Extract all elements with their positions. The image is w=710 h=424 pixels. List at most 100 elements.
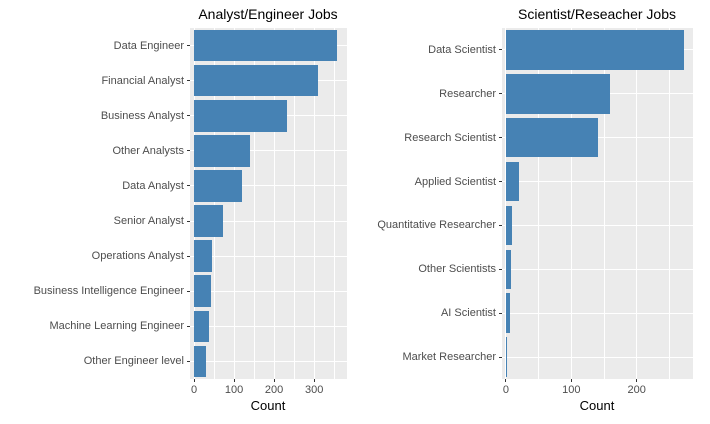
- x-gridline-minor: [333, 28, 335, 379]
- bar: [505, 249, 512, 290]
- y-gridline-major: [190, 185, 347, 187]
- plot-panel: [502, 28, 693, 379]
- y-axis-label: Business Intelligence Engineer: [33, 285, 184, 298]
- y-axis-tick: [187, 325, 190, 327]
- bar: [194, 99, 287, 132]
- x-gridline-minor: [538, 28, 540, 379]
- y-axis-label: Data Engineer: [113, 39, 184, 52]
- chart-title: Scientist/Reseacher Jobs: [518, 6, 676, 22]
- y-axis-label: Data Analyst: [122, 179, 184, 192]
- y-axis-label: Senior Analyst: [113, 215, 184, 228]
- x-gridline-major: [233, 28, 235, 379]
- y-axis-tick: [499, 181, 502, 183]
- x-axis-tick-label: 0: [502, 384, 509, 396]
- plot-panel: [190, 28, 347, 379]
- x-gridline-minor: [668, 28, 670, 379]
- y-gridline-major: [502, 224, 693, 226]
- bar: [505, 30, 684, 70]
- y-gridline-major: [190, 150, 347, 152]
- chart-title: Analyst/Engineer Jobs: [198, 6, 338, 22]
- y-axis-tick: [499, 93, 502, 95]
- bar: [505, 205, 512, 246]
- y-axis-label: Other Engineer level: [83, 355, 184, 368]
- y-axis-tick: [499, 356, 502, 358]
- bar: [194, 170, 243, 202]
- y-axis-label: Market Researcher: [402, 351, 496, 364]
- x-gridline-minor: [213, 28, 215, 379]
- y-axis-label: Research Scientist: [404, 131, 496, 144]
- y-gridline-major: [502, 137, 693, 139]
- x-axis-tick: [233, 379, 235, 382]
- y-axis-label: Business Analyst: [100, 109, 184, 122]
- y-gridline-major: [190, 360, 347, 362]
- x-gridline-major: [570, 28, 572, 379]
- bar: [194, 135, 251, 167]
- y-gridline-major: [190, 45, 347, 47]
- y-axis-label: AI Scientist: [440, 307, 496, 320]
- y-gridline-major: [190, 290, 347, 292]
- y-gridline-major: [190, 115, 347, 117]
- y-axis-tick: [187, 220, 190, 222]
- x-axis-tick: [636, 379, 638, 382]
- y-gridline-major: [502, 93, 693, 95]
- x-gridline-minor: [603, 28, 605, 379]
- x-gridline-major: [313, 28, 315, 379]
- bar: [194, 29, 337, 62]
- bar: [194, 205, 223, 237]
- y-axis-tick: [187, 115, 190, 117]
- y-gridline-major: [502, 268, 693, 270]
- y-axis-label: Applied Scientist: [414, 175, 496, 188]
- bar: [194, 240, 213, 272]
- y-axis-tick: [499, 312, 502, 314]
- y-gridline-major: [190, 80, 347, 82]
- y-axis-label: Other Scientists: [418, 263, 496, 276]
- y-axis-tick: [187, 360, 190, 362]
- y-axis-tick: [499, 49, 502, 51]
- y-gridline-major: [502, 356, 693, 358]
- x-axis-tick-label: 100: [224, 384, 244, 396]
- x-gridline-major: [505, 28, 507, 379]
- x-gridline-major: [193, 28, 195, 379]
- x-axis-title: Count: [250, 398, 286, 413]
- x-gridline-minor: [293, 28, 295, 379]
- y-gridline-major: [190, 220, 347, 222]
- y-gridline-major: [502, 49, 693, 51]
- x-axis-tick-label: 200: [264, 384, 284, 396]
- bar: [194, 310, 210, 343]
- x-gridline-major: [273, 28, 275, 379]
- bar: [505, 74, 610, 114]
- y-gridline-major: [502, 312, 693, 314]
- x-axis-tick-label: 100: [562, 384, 581, 396]
- y-axis-tick: [499, 224, 502, 226]
- bar: [194, 345, 207, 378]
- y-axis-label: Researcher: [439, 87, 496, 100]
- bar: [505, 161, 519, 202]
- y-axis-tick: [187, 150, 190, 152]
- y-axis-label: Data Scientist: [428, 43, 496, 56]
- x-gridline-major: [636, 28, 638, 379]
- y-axis-tick: [499, 268, 502, 270]
- y-gridline-major: [502, 181, 693, 183]
- y-axis-label: Quantitative Researcher: [377, 219, 496, 232]
- x-axis-tick-label: 300: [304, 384, 324, 396]
- y-axis-tick: [187, 290, 190, 292]
- x-axis-tick: [505, 379, 507, 382]
- x-axis-title: Count: [579, 398, 615, 413]
- y-axis-tick: [499, 137, 502, 139]
- y-axis-label: Machine Learning Engineer: [49, 320, 184, 333]
- y-axis-label: Other Analysts: [112, 144, 184, 157]
- x-axis-tick: [570, 379, 572, 382]
- bar: [194, 64, 319, 97]
- x-axis-tick-label: 0: [190, 384, 198, 396]
- y-axis-label: Financial Analyst: [101, 74, 184, 87]
- x-axis-tick: [273, 379, 275, 382]
- y-gridline-major: [190, 325, 347, 327]
- bar: [194, 275, 212, 308]
- x-axis-tick: [313, 379, 315, 382]
- x-gridline-minor: [253, 28, 255, 379]
- y-gridline-major: [190, 255, 347, 257]
- y-axis-label: Operations Analyst: [91, 250, 184, 263]
- x-axis-tick-label: 200: [627, 384, 646, 396]
